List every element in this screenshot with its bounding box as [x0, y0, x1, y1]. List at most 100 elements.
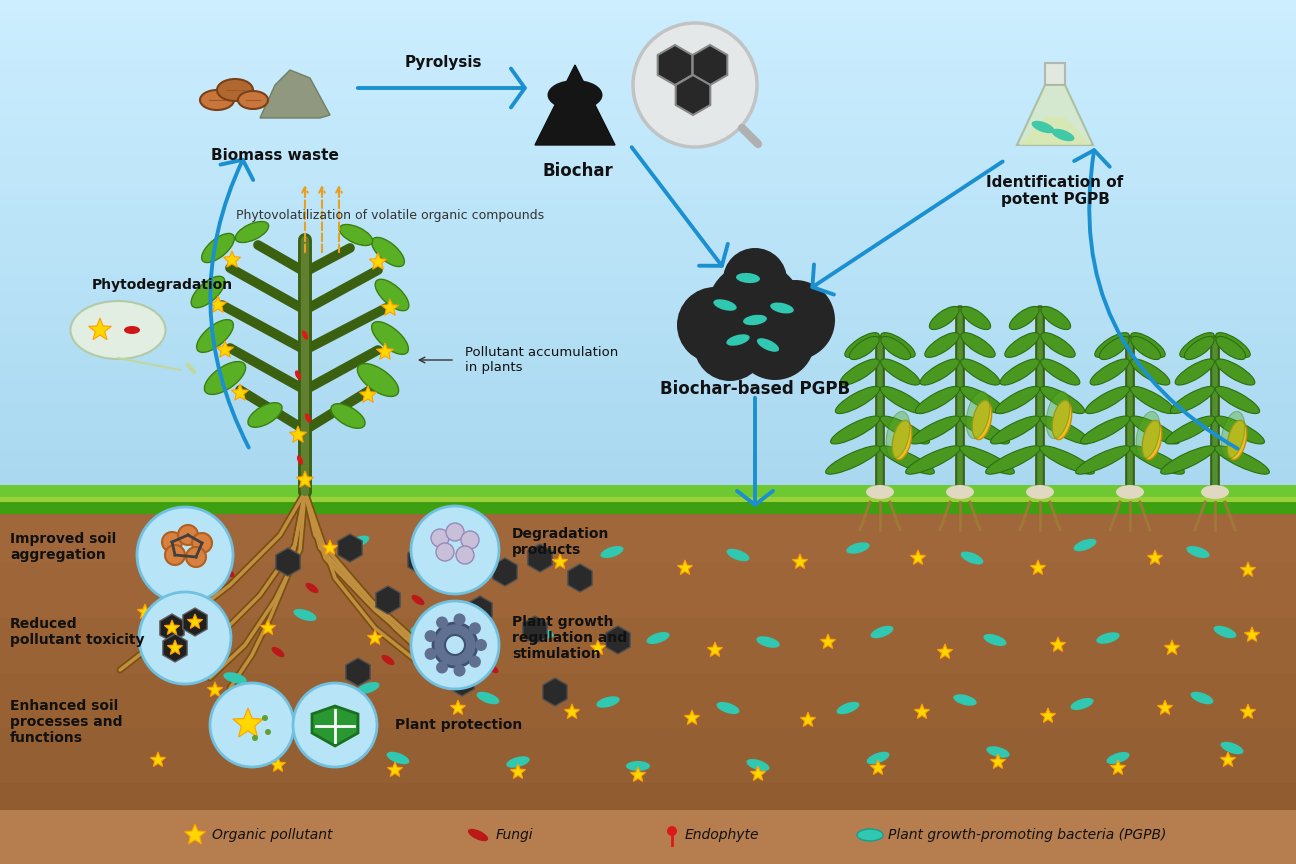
- Polygon shape: [330, 692, 346, 707]
- FancyArrowPatch shape: [210, 160, 253, 448]
- Ellipse shape: [1090, 359, 1129, 385]
- Ellipse shape: [960, 551, 984, 564]
- Polygon shape: [312, 706, 358, 746]
- Bar: [0, 294, 1296, 304]
- Polygon shape: [678, 560, 692, 575]
- Bar: [0, 353, 1296, 363]
- Bar: [0, 485, 1296, 507]
- Ellipse shape: [836, 386, 880, 414]
- Polygon shape: [381, 299, 399, 315]
- Bar: [0, 392, 1296, 402]
- Bar: [0, 508, 1296, 864]
- FancyArrowPatch shape: [1074, 150, 1238, 448]
- Ellipse shape: [202, 233, 235, 263]
- Bar: [0, 563, 1296, 618]
- Text: Phytodegradation: Phytodegradation: [92, 278, 233, 292]
- Ellipse shape: [960, 386, 1004, 414]
- Polygon shape: [232, 384, 249, 400]
- Bar: [0, 98, 1296, 108]
- Polygon shape: [210, 296, 227, 312]
- Ellipse shape: [356, 682, 380, 694]
- Ellipse shape: [880, 359, 920, 385]
- Bar: [0, 167, 1296, 176]
- Circle shape: [411, 601, 499, 689]
- Ellipse shape: [1095, 333, 1129, 358]
- Ellipse shape: [257, 746, 280, 758]
- Bar: [0, 127, 1296, 137]
- Text: Reduced
pollutant toxicity: Reduced pollutant toxicity: [10, 617, 144, 647]
- Ellipse shape: [892, 421, 911, 460]
- Text: Degradation
products: Degradation products: [512, 527, 609, 557]
- Bar: [0, 461, 1296, 470]
- Ellipse shape: [1191, 692, 1213, 704]
- Bar: [0, 68, 1296, 79]
- Polygon shape: [367, 630, 382, 645]
- Polygon shape: [750, 766, 766, 780]
- Circle shape: [435, 617, 448, 628]
- Polygon shape: [1244, 627, 1260, 641]
- Polygon shape: [388, 762, 403, 777]
- Bar: [0, 508, 1296, 563]
- Ellipse shape: [1004, 333, 1039, 358]
- Ellipse shape: [960, 416, 1010, 444]
- Polygon shape: [1240, 704, 1256, 719]
- Polygon shape: [233, 708, 263, 737]
- Ellipse shape: [713, 299, 736, 311]
- Polygon shape: [820, 634, 836, 649]
- Polygon shape: [1221, 752, 1235, 766]
- Circle shape: [435, 662, 448, 674]
- Ellipse shape: [972, 400, 991, 440]
- Polygon shape: [260, 620, 276, 634]
- Ellipse shape: [330, 403, 365, 429]
- Text: Plant growth
regulation and
stimulation: Plant growth regulation and stimulation: [512, 615, 627, 661]
- Ellipse shape: [1041, 307, 1070, 329]
- Ellipse shape: [1216, 336, 1245, 359]
- Ellipse shape: [881, 333, 915, 358]
- Ellipse shape: [1046, 391, 1070, 439]
- Circle shape: [445, 635, 465, 655]
- Ellipse shape: [736, 273, 759, 283]
- Ellipse shape: [831, 416, 880, 444]
- Circle shape: [693, 309, 766, 381]
- Ellipse shape: [871, 626, 893, 638]
- Bar: [0, 673, 1296, 728]
- Ellipse shape: [757, 338, 779, 352]
- Bar: [0, 79, 1296, 88]
- Bar: [0, 226, 1296, 235]
- Ellipse shape: [1070, 698, 1094, 710]
- FancyArrowPatch shape: [631, 147, 728, 266]
- Ellipse shape: [626, 761, 651, 771]
- Circle shape: [461, 531, 480, 549]
- Ellipse shape: [174, 596, 197, 608]
- Ellipse shape: [1131, 333, 1165, 358]
- Ellipse shape: [1165, 416, 1214, 444]
- Ellipse shape: [347, 536, 369, 549]
- Ellipse shape: [1116, 485, 1144, 499]
- Polygon shape: [1147, 550, 1163, 564]
- Ellipse shape: [995, 386, 1039, 414]
- Ellipse shape: [1175, 359, 1214, 385]
- Bar: [0, 137, 1296, 147]
- Bar: [0, 216, 1296, 226]
- Text: Improved soil
aggregation: Improved soil aggregation: [10, 532, 117, 562]
- Ellipse shape: [1185, 336, 1214, 359]
- Bar: [0, 728, 1296, 783]
- Ellipse shape: [507, 756, 530, 768]
- Ellipse shape: [1227, 421, 1247, 460]
- Bar: [0, 245, 1296, 255]
- Ellipse shape: [826, 446, 880, 474]
- Polygon shape: [260, 70, 330, 118]
- Bar: [0, 441, 1296, 451]
- Ellipse shape: [1052, 400, 1072, 440]
- Bar: [0, 470, 1296, 480]
- Ellipse shape: [757, 636, 780, 648]
- Polygon shape: [990, 754, 1006, 768]
- Ellipse shape: [726, 334, 749, 346]
- Ellipse shape: [1001, 359, 1039, 385]
- Bar: [0, 810, 1296, 864]
- Ellipse shape: [412, 594, 425, 605]
- Ellipse shape: [191, 276, 224, 308]
- Ellipse shape: [238, 91, 268, 109]
- Ellipse shape: [467, 539, 490, 550]
- Bar: [0, 10, 1296, 20]
